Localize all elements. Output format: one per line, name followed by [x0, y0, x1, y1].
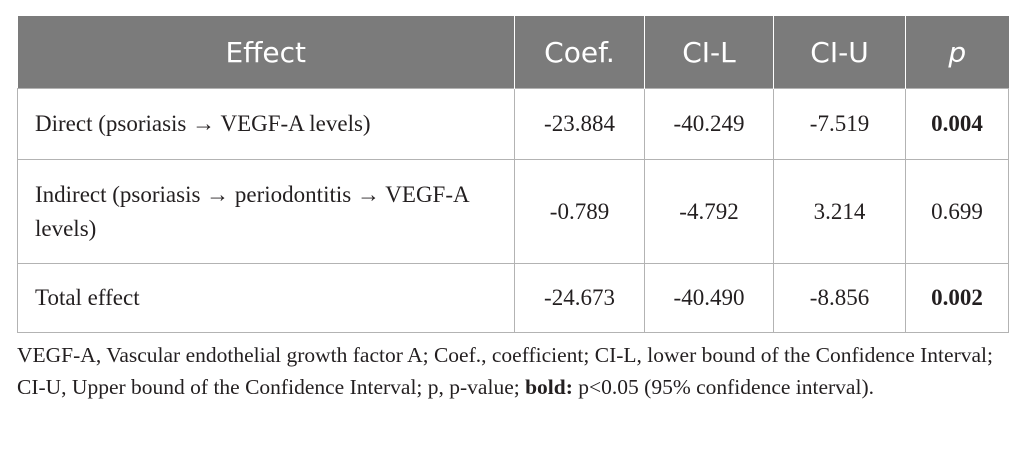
table-row: Indirect (psoriasis → periodontitis → VE… — [17, 159, 1009, 264]
header-effect: Effect — [17, 16, 515, 89]
effect-cell: Total effect — [17, 263, 515, 333]
coef-cell: -0.789 — [514, 159, 645, 264]
footnote-text: VEGF-A, Vascular endothelial growth fact… — [17, 343, 993, 399]
header-ci-u: CI-U — [773, 16, 906, 89]
footnote-text-end: p<0.05 (95% confidence interval). — [572, 375, 874, 399]
table-footnote: VEGF-A, Vascular endothelial growth fact… — [17, 339, 1012, 403]
header-p-label: p — [948, 35, 967, 69]
ci-l-cell: -40.490 — [644, 263, 774, 333]
ci-l-cell: -40.249 — [644, 88, 774, 160]
results-table: Effect Coef. CI-L CI-U p Direct (psorias… — [17, 16, 1009, 333]
ci-u-cell: -8.856 — [773, 263, 906, 333]
table-row: Direct (psoriasis → VEGF-A levels) -23.8… — [17, 88, 1009, 160]
ci-u-cell: 3.214 — [773, 159, 906, 264]
header-ci-l: CI-L — [644, 16, 774, 89]
header-p: p — [905, 16, 1009, 89]
header-coef: Coef. — [514, 16, 645, 89]
p-value-cell: 0.004 — [905, 88, 1009, 160]
coef-cell: -23.884 — [514, 88, 645, 160]
effect-cell: Indirect (psoriasis → periodontitis → VE… — [17, 159, 515, 264]
table-header-row: Effect Coef. CI-L CI-U p — [17, 16, 1009, 89]
ci-l-cell: -4.792 — [644, 159, 774, 264]
p-value-cell: 0.002 — [905, 263, 1009, 333]
results-table-container: Effect Coef. CI-L CI-U p Direct (psorias… — [17, 16, 1009, 333]
effect-cell: Direct (psoriasis → VEGF-A levels) — [17, 88, 515, 160]
coef-cell: -24.673 — [514, 263, 645, 333]
ci-u-cell: -7.519 — [773, 88, 906, 160]
p-value-cell: 0.699 — [905, 159, 1009, 264]
table-row: Total effect -24.673 -40.490 -8.856 0.00… — [17, 263, 1009, 333]
footnote-bold-label: bold: — [525, 375, 573, 399]
